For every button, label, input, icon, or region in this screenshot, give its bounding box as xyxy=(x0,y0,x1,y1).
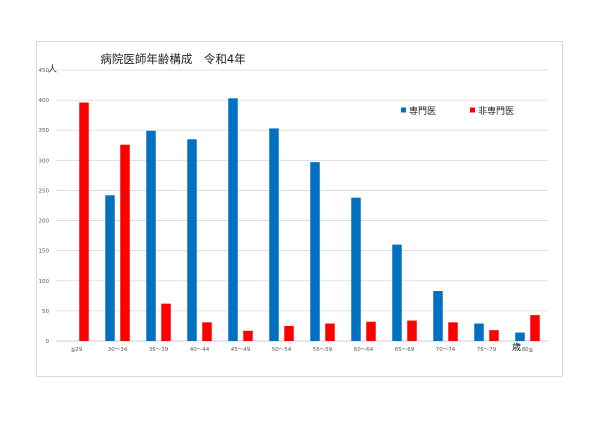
bar-non-specialist xyxy=(407,320,417,341)
x-tick-label: 65～69 xyxy=(395,347,415,353)
bar-specialist xyxy=(228,98,238,341)
y-tick-label: 0 xyxy=(46,339,50,345)
bar-non-specialist xyxy=(325,323,335,341)
chart-title: 病院医師年齢構成 令和4年 xyxy=(100,52,245,66)
x-tick-label: 35～39 xyxy=(149,347,169,353)
x-tick-label: 55～59 xyxy=(313,347,333,353)
x-tick-label: 80≦ xyxy=(522,347,534,353)
bar-specialist xyxy=(433,291,443,341)
bar-specialist xyxy=(105,195,115,341)
bar-non-specialist xyxy=(448,322,458,341)
bar-specialist xyxy=(146,130,156,341)
bar-non-specialist xyxy=(530,315,540,341)
x-tick-label: 45～49 xyxy=(231,347,251,353)
x-tick-label: ≦29 xyxy=(71,347,83,353)
bars xyxy=(79,98,540,342)
bar-specialist xyxy=(351,197,361,341)
bar-specialist xyxy=(515,332,525,341)
legend-label: 専門医 xyxy=(409,105,436,117)
bar-specialist xyxy=(392,244,402,341)
x-tick-label: 40～44 xyxy=(190,347,210,353)
bar-non-specialist xyxy=(489,330,499,341)
x-tick-labels: ≦29 30～34 35～39 40～44 45～49 50～54 55～59 60～64 65… xyxy=(71,347,534,353)
legend-label: 非専門医 xyxy=(478,105,514,117)
bar-non-specialist xyxy=(120,144,130,341)
x-tick-label: 30～34 xyxy=(108,347,128,353)
x-tick-label: 75～79 xyxy=(477,347,497,353)
bar-specialist xyxy=(310,162,320,341)
y-axis-unit: 人 xyxy=(48,64,57,75)
bar-non-specialist xyxy=(202,322,212,341)
legend-swatch xyxy=(470,107,475,113)
bar-non-specialist xyxy=(284,325,294,341)
x-tick-label: 60～64 xyxy=(354,347,374,353)
bar-specialist xyxy=(474,323,484,341)
bar-specialist xyxy=(269,128,279,341)
y-tick-label: 50 xyxy=(42,309,49,315)
bar-specialist xyxy=(187,139,197,341)
legend-swatch xyxy=(401,107,406,113)
y-tick-label: 400 xyxy=(39,98,50,104)
y-tick-labels: 0 50 100 150 200 250 300 350 400 450 xyxy=(39,68,50,345)
y-tick-label: 350 xyxy=(39,128,50,134)
y-tick-label: 450 xyxy=(39,68,50,74)
y-tick-label: 100 xyxy=(39,279,50,285)
bar-non-specialist xyxy=(366,321,376,341)
x-tick-label: 50～54 xyxy=(272,347,292,353)
y-tick-label: 300 xyxy=(39,158,50,164)
gridlines xyxy=(56,69,548,342)
x-axis-unit: 歳 xyxy=(512,341,521,353)
bar-non-specialist xyxy=(79,102,89,342)
legend: 専門医 非専門医 xyxy=(401,105,514,117)
bar-non-specialist xyxy=(161,303,171,341)
y-tick-label: 200 xyxy=(39,219,50,225)
y-tick-label: 150 xyxy=(39,249,50,255)
bar-non-specialist xyxy=(243,330,253,341)
x-tick-label: 70～74 xyxy=(436,347,456,353)
y-tick-label: 250 xyxy=(39,188,50,194)
